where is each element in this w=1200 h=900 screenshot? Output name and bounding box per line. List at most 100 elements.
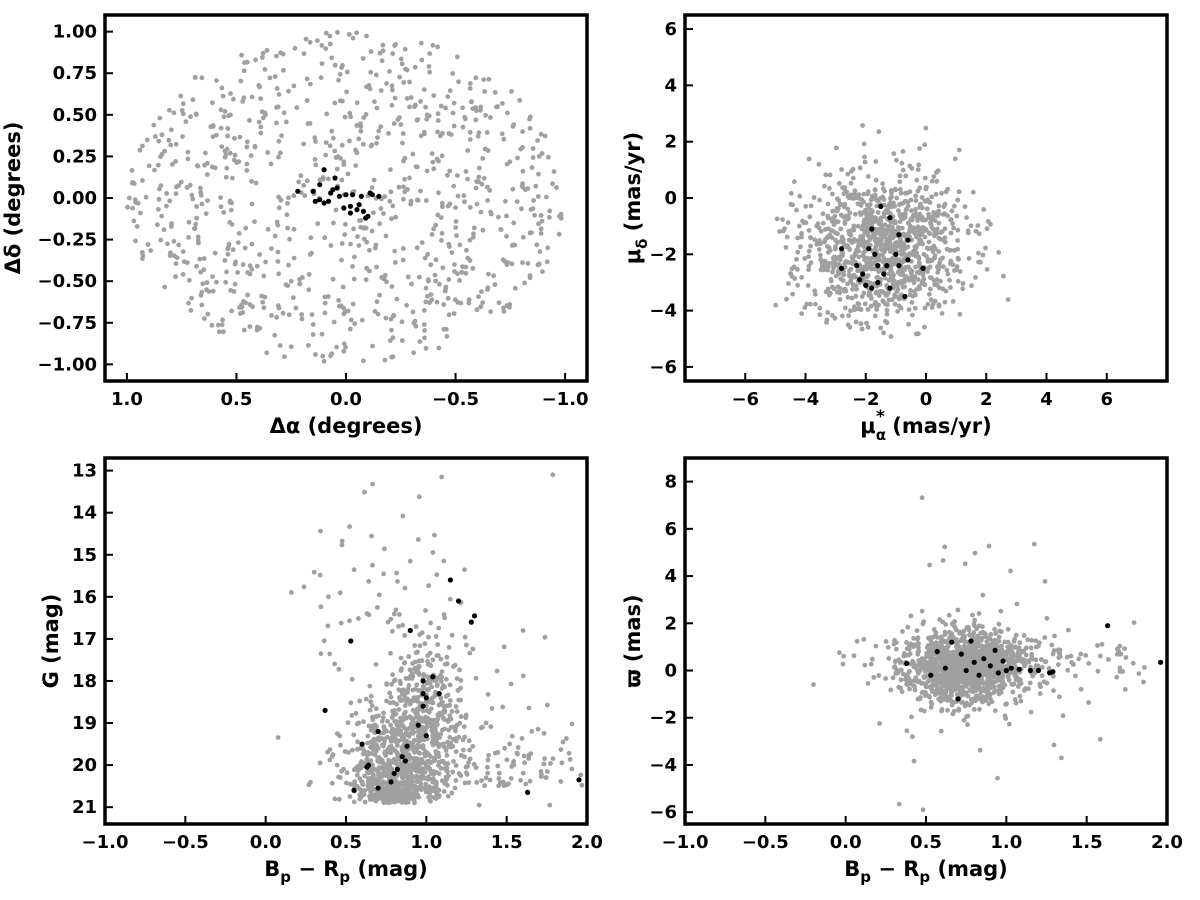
field-point bbox=[892, 664, 898, 669]
field-point bbox=[296, 179, 302, 185]
field-point bbox=[901, 653, 907, 659]
field-point bbox=[484, 130, 490, 135]
field-point bbox=[887, 201, 893, 207]
field-point bbox=[319, 61, 325, 67]
field-point bbox=[241, 327, 247, 333]
field-point bbox=[510, 124, 516, 129]
field-point bbox=[380, 715, 386, 721]
member-point bbox=[904, 660, 910, 667]
field-point bbox=[442, 781, 448, 786]
field-point bbox=[926, 230, 932, 236]
field-point bbox=[975, 223, 981, 229]
field-point bbox=[386, 131, 391, 136]
field-point bbox=[365, 733, 371, 739]
field-point bbox=[502, 259, 508, 264]
field-point bbox=[1003, 716, 1009, 721]
field-point bbox=[321, 358, 327, 364]
field-point bbox=[928, 245, 934, 251]
field-point bbox=[836, 181, 842, 186]
field-point bbox=[855, 223, 861, 229]
member-point bbox=[857, 277, 863, 283]
member-point bbox=[330, 187, 336, 193]
field-point bbox=[462, 780, 468, 786]
field-point bbox=[924, 198, 929, 204]
field-point bbox=[245, 270, 251, 275]
field-point bbox=[375, 135, 380, 141]
field-point bbox=[867, 259, 873, 265]
field-point bbox=[802, 305, 808, 310]
field-point bbox=[956, 644, 962, 650]
field-point bbox=[910, 277, 916, 283]
field-point bbox=[900, 629, 905, 634]
member-point bbox=[875, 263, 881, 269]
field-point bbox=[323, 46, 329, 51]
field-point bbox=[813, 301, 818, 307]
field-point bbox=[869, 217, 875, 223]
field-point bbox=[486, 76, 492, 82]
field-point bbox=[976, 611, 982, 616]
field-point bbox=[254, 324, 260, 330]
field-point bbox=[275, 303, 281, 309]
field-point bbox=[232, 152, 238, 158]
field-point bbox=[216, 329, 222, 335]
field-point bbox=[445, 295, 451, 301]
field-point bbox=[439, 200, 445, 206]
field-point bbox=[942, 211, 947, 217]
field-point bbox=[874, 307, 880, 312]
field-point bbox=[421, 87, 427, 92]
field-point bbox=[447, 698, 453, 703]
field-point bbox=[231, 289, 237, 294]
field-point bbox=[384, 81, 389, 86]
x-axis-label: Bp − Rp (mag) bbox=[264, 857, 428, 886]
field-point bbox=[416, 727, 421, 733]
field-point bbox=[426, 64, 432, 69]
field-point bbox=[386, 800, 391, 806]
field-point bbox=[416, 494, 422, 500]
member-point bbox=[860, 271, 866, 277]
field-point bbox=[333, 207, 339, 213]
field-point bbox=[877, 230, 883, 236]
x-tick-label: −1.0 bbox=[542, 389, 589, 410]
field-point bbox=[209, 322, 215, 328]
field-point bbox=[916, 331, 921, 337]
field-point bbox=[227, 150, 233, 156]
x-tick-label: 4 bbox=[1040, 389, 1053, 410]
field-point bbox=[354, 721, 360, 727]
member-point bbox=[896, 232, 902, 238]
member-point bbox=[987, 663, 993, 669]
field-point bbox=[1005, 626, 1011, 632]
field-point bbox=[444, 661, 450, 667]
field-point bbox=[784, 296, 789, 302]
field-point bbox=[900, 149, 906, 154]
field-point bbox=[538, 231, 544, 236]
field-point bbox=[438, 695, 444, 701]
field-point bbox=[916, 241, 922, 247]
x-tick-label: −0.5 bbox=[742, 832, 789, 853]
field-point bbox=[846, 272, 852, 278]
field-point bbox=[969, 283, 974, 289]
field-point bbox=[200, 281, 206, 287]
y-axis-label: Δδ (degrees) bbox=[1, 122, 25, 275]
field-point bbox=[865, 239, 870, 245]
field-point bbox=[471, 761, 477, 767]
field-point bbox=[277, 343, 283, 348]
field-point bbox=[159, 132, 165, 138]
field-point bbox=[338, 620, 344, 626]
field-point bbox=[985, 684, 991, 690]
field-point bbox=[225, 126, 231, 131]
field-point bbox=[374, 724, 379, 729]
field-point bbox=[945, 676, 951, 682]
field-point bbox=[449, 709, 455, 714]
member-point bbox=[839, 265, 845, 271]
field-point bbox=[451, 100, 457, 106]
field-point bbox=[352, 321, 358, 326]
field-point bbox=[893, 671, 899, 676]
field-point bbox=[535, 194, 541, 199]
field-point bbox=[442, 717, 447, 722]
field-point bbox=[307, 252, 313, 257]
field-point bbox=[521, 753, 527, 759]
field-point bbox=[408, 668, 414, 673]
field-point bbox=[881, 330, 886, 336]
field-point bbox=[892, 248, 898, 253]
field-point bbox=[210, 100, 215, 106]
